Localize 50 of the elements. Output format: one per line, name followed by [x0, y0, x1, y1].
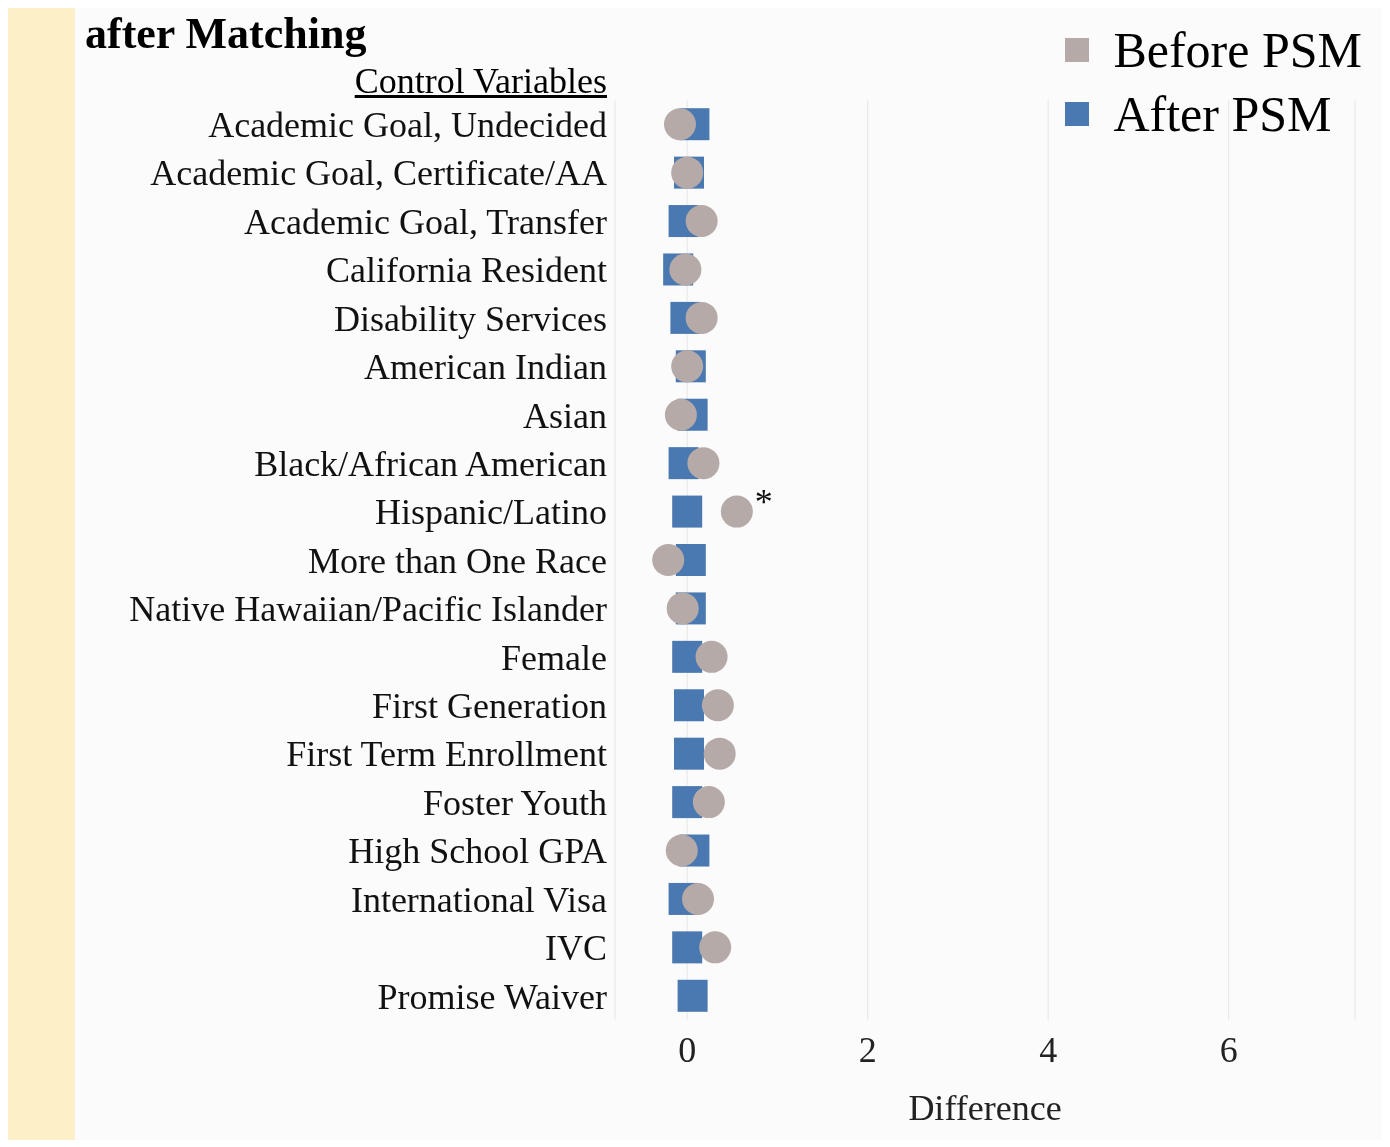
- y-tick-label: Native Hawaiian/Pacific Islander: [129, 589, 608, 630]
- x-tick-label: 0: [678, 1029, 697, 1070]
- y-tick-label: Foster Youth: [422, 782, 607, 823]
- point: [663, 108, 696, 141]
- point: [699, 931, 732, 964]
- annotation: *: [754, 481, 773, 522]
- point: [652, 544, 685, 576]
- y-tick-label: American Indian: [364, 347, 607, 388]
- text: after Matching: [85, 9, 367, 58]
- y-tick-label: International Visa: [350, 879, 608, 920]
- legend-label: Before PSM: [1113, 21, 1362, 80]
- text: Control Variables: [354, 61, 607, 101]
- point: [687, 447, 720, 480]
- legend-label: After PSM: [1113, 85, 1332, 144]
- point: [682, 882, 715, 915]
- y-tick-label: High School GPA: [348, 831, 607, 872]
- y-tick-label: Hispanic/Latino: [375, 492, 607, 533]
- y-tick-label: California Resident: [326, 250, 607, 291]
- point: [685, 205, 718, 238]
- point: [720, 495, 753, 528]
- x-axis-title: Difference: [908, 1088, 1062, 1128]
- point: [666, 592, 699, 625]
- y-tick-label: Disability Services: [334, 298, 607, 339]
- point: [703, 737, 736, 770]
- point: [685, 301, 718, 334]
- x-tick-label: 4: [1039, 1029, 1058, 1070]
- y-tick-label: Academic Goal, Certificate/AA: [150, 153, 607, 194]
- point: [672, 495, 703, 528]
- point: [674, 689, 704, 722]
- y-tick-label: Promise Waiver: [377, 976, 607, 1017]
- y-tick-label: Academic Goal, Transfer: [244, 201, 608, 242]
- y-tick-label: IVC: [545, 928, 607, 969]
- point: [701, 689, 734, 722]
- point: [669, 253, 702, 286]
- y-tick-label: Female: [501, 637, 607, 678]
- y-tick-label: Academic Goal, Undecided: [208, 104, 607, 145]
- x-tick-label: 6: [1219, 1029, 1238, 1070]
- point: [677, 979, 708, 1012]
- point: [665, 834, 698, 867]
- y-tick-label: First Term Enrollment: [286, 734, 607, 775]
- point: [695, 640, 728, 673]
- point: [664, 398, 697, 431]
- point: [672, 931, 703, 964]
- point: [674, 737, 704, 770]
- y-tick-label: Black/African American: [254, 443, 607, 484]
- y-tick-label: First Generation: [372, 686, 607, 727]
- y-tick-label: Asian: [523, 395, 607, 436]
- y-tick-label: More than One Race: [308, 540, 607, 581]
- x-tick-label: 2: [858, 1029, 877, 1070]
- point: [692, 786, 725, 819]
